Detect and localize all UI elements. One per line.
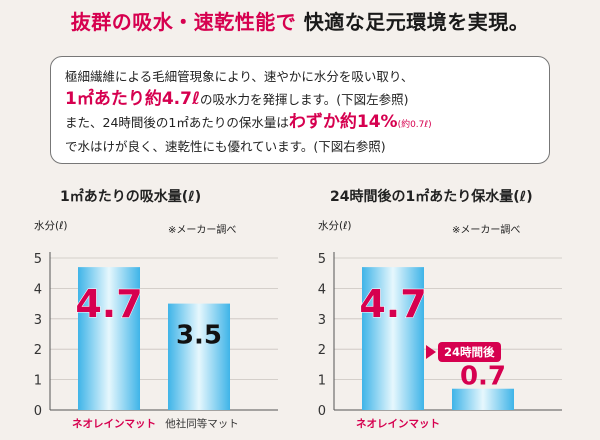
chart-1-svg: 0 1 2 3 4 5 4.7 0.7 [318, 252, 562, 419]
chart-right-ylabel: 水分(ℓ) [318, 220, 352, 232]
chart-right: 0 1 2 3 4 5 4.7 0.7 [312, 226, 572, 436]
chart-left-category-1: ネオレインマット [72, 418, 156, 430]
y-tick-label: 1 [34, 374, 42, 389]
y-tick-label: 5 [318, 252, 326, 267]
bar-value-label: 4.7 [75, 282, 142, 326]
chart-left-title: 1㎡あたりの吸水量(ℓ) [60, 189, 202, 205]
info-line-3-pre: また、24時間後の1㎡あたりの保水量は [65, 115, 289, 130]
bar [362, 267, 424, 410]
y-tick-label: 0 [34, 404, 42, 419]
y-tick-label: 4 [318, 282, 326, 297]
chart-left-source: ※メーカー調べ [168, 225, 237, 236]
y-tick-label: 4 [34, 282, 42, 297]
info-line-3: また、24時間後の1㎡あたりの保水量はわずか約14%(約0.7ℓ) [65, 111, 535, 136]
chart-left: 0 1 2 3 4 5 4.7 3.5 [28, 226, 288, 436]
info-line-1: 極細繊維による毛細管現象により、速やかに水分を吸い取り、 [65, 69, 414, 84]
y-tick-label: 2 [34, 343, 42, 358]
bar [452, 388, 514, 410]
info-retention-note: (約0.7ℓ) [397, 120, 432, 130]
chart-right-source: ※メーカー調べ [452, 225, 521, 236]
bar-value-label: 3.5 [176, 321, 222, 351]
bar [78, 267, 140, 410]
info-line-2-rest: の吸水力を発揮します。(下図左参照) [199, 92, 409, 107]
chart-right-title: 24時間後の1㎡あたり保水量(ℓ) [330, 189, 533, 205]
chart-0-svg: 0 1 2 3 4 5 4.7 3.5 [34, 252, 278, 419]
chart-left-category-2: 他社同等マット [165, 418, 239, 430]
bar [168, 303, 230, 410]
headline-rest: 快適な足元環境を実現。 [303, 10, 530, 34]
y-tick-label: 3 [318, 313, 326, 328]
info-retention-highlight: わずか約14% [288, 112, 398, 132]
info-line-2: 1㎡あたり約4.7ℓの吸水力を発揮します。(下図左参照) [65, 88, 535, 111]
bar-value-label: 0.7 [460, 362, 506, 392]
chart-left-ylabel: 水分(ℓ) [34, 220, 68, 232]
y-tick-label: 1 [318, 374, 326, 389]
arrow-right-icon [426, 345, 436, 359]
y-tick-label: 2 [318, 343, 326, 358]
y-tick-label: 0 [318, 404, 326, 419]
info-line-4: で水はけが良く、速乾性にも優れています。(下図右参照) [65, 139, 386, 154]
info-absorption-highlight: 1㎡あたり約4.7ℓ [65, 89, 200, 109]
page-headline: 抜群の吸水・速乾性能で 快適な足元環境を実現。 [0, 6, 600, 35]
bar-value-label: 4.7 [359, 282, 426, 326]
headline-highlight: 抜群の吸水・速乾性能で [70, 10, 297, 34]
info-box: 極細繊維による毛細管現象により、速やかに水分を吸い取り、 1㎡あたり約4.7ℓの… [50, 56, 550, 164]
chart-right-category-1: ネオレインマット [356, 418, 440, 430]
after-24h-badge: 24時間後 [438, 342, 501, 362]
y-tick-label: 3 [34, 313, 42, 328]
y-tick-label: 5 [34, 252, 42, 267]
